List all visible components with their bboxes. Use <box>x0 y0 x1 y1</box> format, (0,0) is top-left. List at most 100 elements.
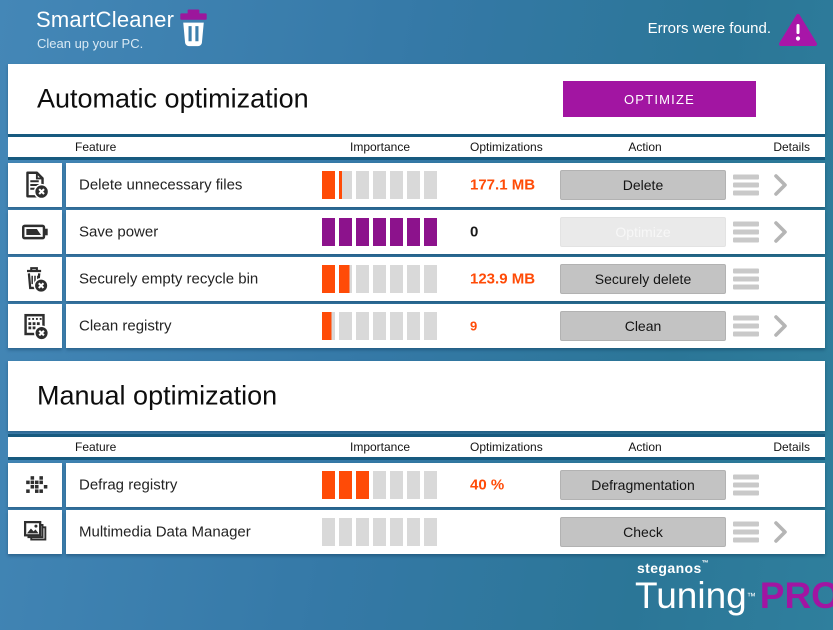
importance-segment <box>407 471 420 499</box>
row-menu-icon[interactable] <box>733 315 759 337</box>
table-row: Securely empty recycle bin 123.9 MB Secu… <box>0 257 833 301</box>
product-name: Tuning <box>635 575 747 616</box>
app-subtitle: Clean up your PC. <box>37 36 144 51</box>
table-row: Save power 0 Optimize <box>0 210 833 254</box>
details-chevron-icon[interactable] <box>770 519 790 545</box>
importance-segment <box>390 312 403 340</box>
importance-segment <box>322 471 335 499</box>
optimize-button[interactable]: OPTIMIZE <box>563 81 756 117</box>
feature-label: Defrag registry <box>79 476 178 494</box>
action-button[interactable]: Check <box>560 517 726 547</box>
details-chevron-icon[interactable] <box>770 313 790 339</box>
row-menu-icon[interactable] <box>733 174 759 196</box>
optimizations-value: 40 % <box>470 476 505 494</box>
importance-segment <box>407 518 420 546</box>
column-header-optimizations: Optimizations <box>470 440 543 454</box>
importance-segment <box>373 518 386 546</box>
importance-segment <box>390 171 403 199</box>
table-row: Multimedia Data Manager Check <box>0 510 833 554</box>
app-header: SmartCleaner Clean up your PC. Errors we… <box>0 0 833 60</box>
importance-segment <box>390 218 403 246</box>
importance-segment <box>339 518 352 546</box>
importance-segment <box>356 312 369 340</box>
importance-bar <box>322 518 437 546</box>
importance-segment <box>322 312 335 340</box>
table-row: Clean registry 9 Clean <box>0 304 833 348</box>
action-button[interactable]: Defragmentation <box>560 470 726 500</box>
importance-segment <box>424 265 437 293</box>
feature-label: Delete unnecessary files <box>79 176 243 194</box>
multimedia-icon <box>8 510 62 554</box>
recycle-bin-delete-icon <box>8 257 62 301</box>
importance-segment <box>322 171 335 199</box>
feature-label: Multimedia Data Manager <box>79 523 251 541</box>
optimizations-value: 177.1 MB <box>470 176 536 194</box>
importance-segment <box>424 171 437 199</box>
automatic-optimization-panel: Automatic optimization OPTIMIZE <box>8 64 825 134</box>
importance-segment <box>356 171 369 199</box>
importance-segment <box>424 218 437 246</box>
importance-segment <box>339 171 352 199</box>
importance-segment <box>339 471 352 499</box>
importance-segment <box>339 312 352 340</box>
importance-segment <box>407 265 420 293</box>
table-row: Defrag registry 40 % Defragmentation <box>0 463 833 507</box>
action-button[interactable]: Clean <box>560 311 726 341</box>
action-button: Optimize <box>560 217 726 247</box>
defrag-icon <box>8 463 62 507</box>
details-chevron-icon[interactable] <box>770 219 790 245</box>
importance-segment <box>356 518 369 546</box>
importance-bar <box>322 265 437 293</box>
optimizations-value: 0 <box>470 223 479 241</box>
importance-segment <box>424 471 437 499</box>
column-header-optimizations: Optimizations <box>470 140 543 154</box>
row-menu-icon[interactable] <box>733 221 759 243</box>
table-header-automatic: Feature Importance Optimizations Action … <box>8 134 825 160</box>
importance-segment <box>407 312 420 340</box>
importance-bar <box>322 312 437 340</box>
action-button[interactable]: Securely delete <box>560 264 726 294</box>
importance-segment <box>424 518 437 546</box>
column-header-action: Action <box>628 140 662 154</box>
importance-segment <box>373 218 386 246</box>
importance-segment <box>356 471 369 499</box>
column-header-action: Action <box>628 440 662 454</box>
importance-segment <box>322 265 335 293</box>
row-menu-icon[interactable] <box>733 268 759 290</box>
registry-clean-icon <box>8 304 62 348</box>
table-row: Delete unnecessary files 177.1 MB Delete <box>0 163 833 207</box>
column-header-details: Details <box>773 440 810 454</box>
column-header-importance: Importance <box>349 440 411 454</box>
optimizations-value: 123.9 MB <box>470 270 536 288</box>
row-menu-icon[interactable] <box>733 521 759 543</box>
importance-segment <box>407 171 420 199</box>
status-message: Errors were found. <box>647 20 771 37</box>
table-header-manual: Feature Importance Optimizations Action … <box>8 434 825 460</box>
column-header-feature: Feature <box>75 140 117 154</box>
importance-segment <box>373 171 386 199</box>
trash-logo-icon <box>177 9 210 57</box>
brand-name: steganos <box>637 560 702 576</box>
feature-label: Securely empty recycle bin <box>79 270 259 288</box>
importance-segment <box>407 218 420 246</box>
importance-segment <box>390 471 403 499</box>
column-header-details: Details <box>773 140 810 154</box>
importance-segment <box>390 518 403 546</box>
action-button[interactable]: Delete <box>560 170 726 200</box>
manual-optimization-panel: Manual optimization <box>8 361 825 431</box>
importance-segment <box>373 312 386 340</box>
brand-logo: steganos™ Tuning™ PRO <box>635 560 833 616</box>
column-header-importance: Importance <box>349 140 411 154</box>
row-menu-icon[interactable] <box>733 474 759 496</box>
battery-icon <box>8 210 62 254</box>
importance-segment <box>390 265 403 293</box>
importance-segment <box>356 218 369 246</box>
importance-segment <box>373 265 386 293</box>
section-title-manual: Manual optimization <box>37 380 278 411</box>
importance-segment <box>339 265 352 293</box>
section-title-automatic: Automatic optimization <box>37 83 309 114</box>
importance-segment <box>322 518 335 546</box>
details-chevron-icon[interactable] <box>770 172 790 198</box>
importance-segment <box>424 312 437 340</box>
importance-segment <box>373 471 386 499</box>
